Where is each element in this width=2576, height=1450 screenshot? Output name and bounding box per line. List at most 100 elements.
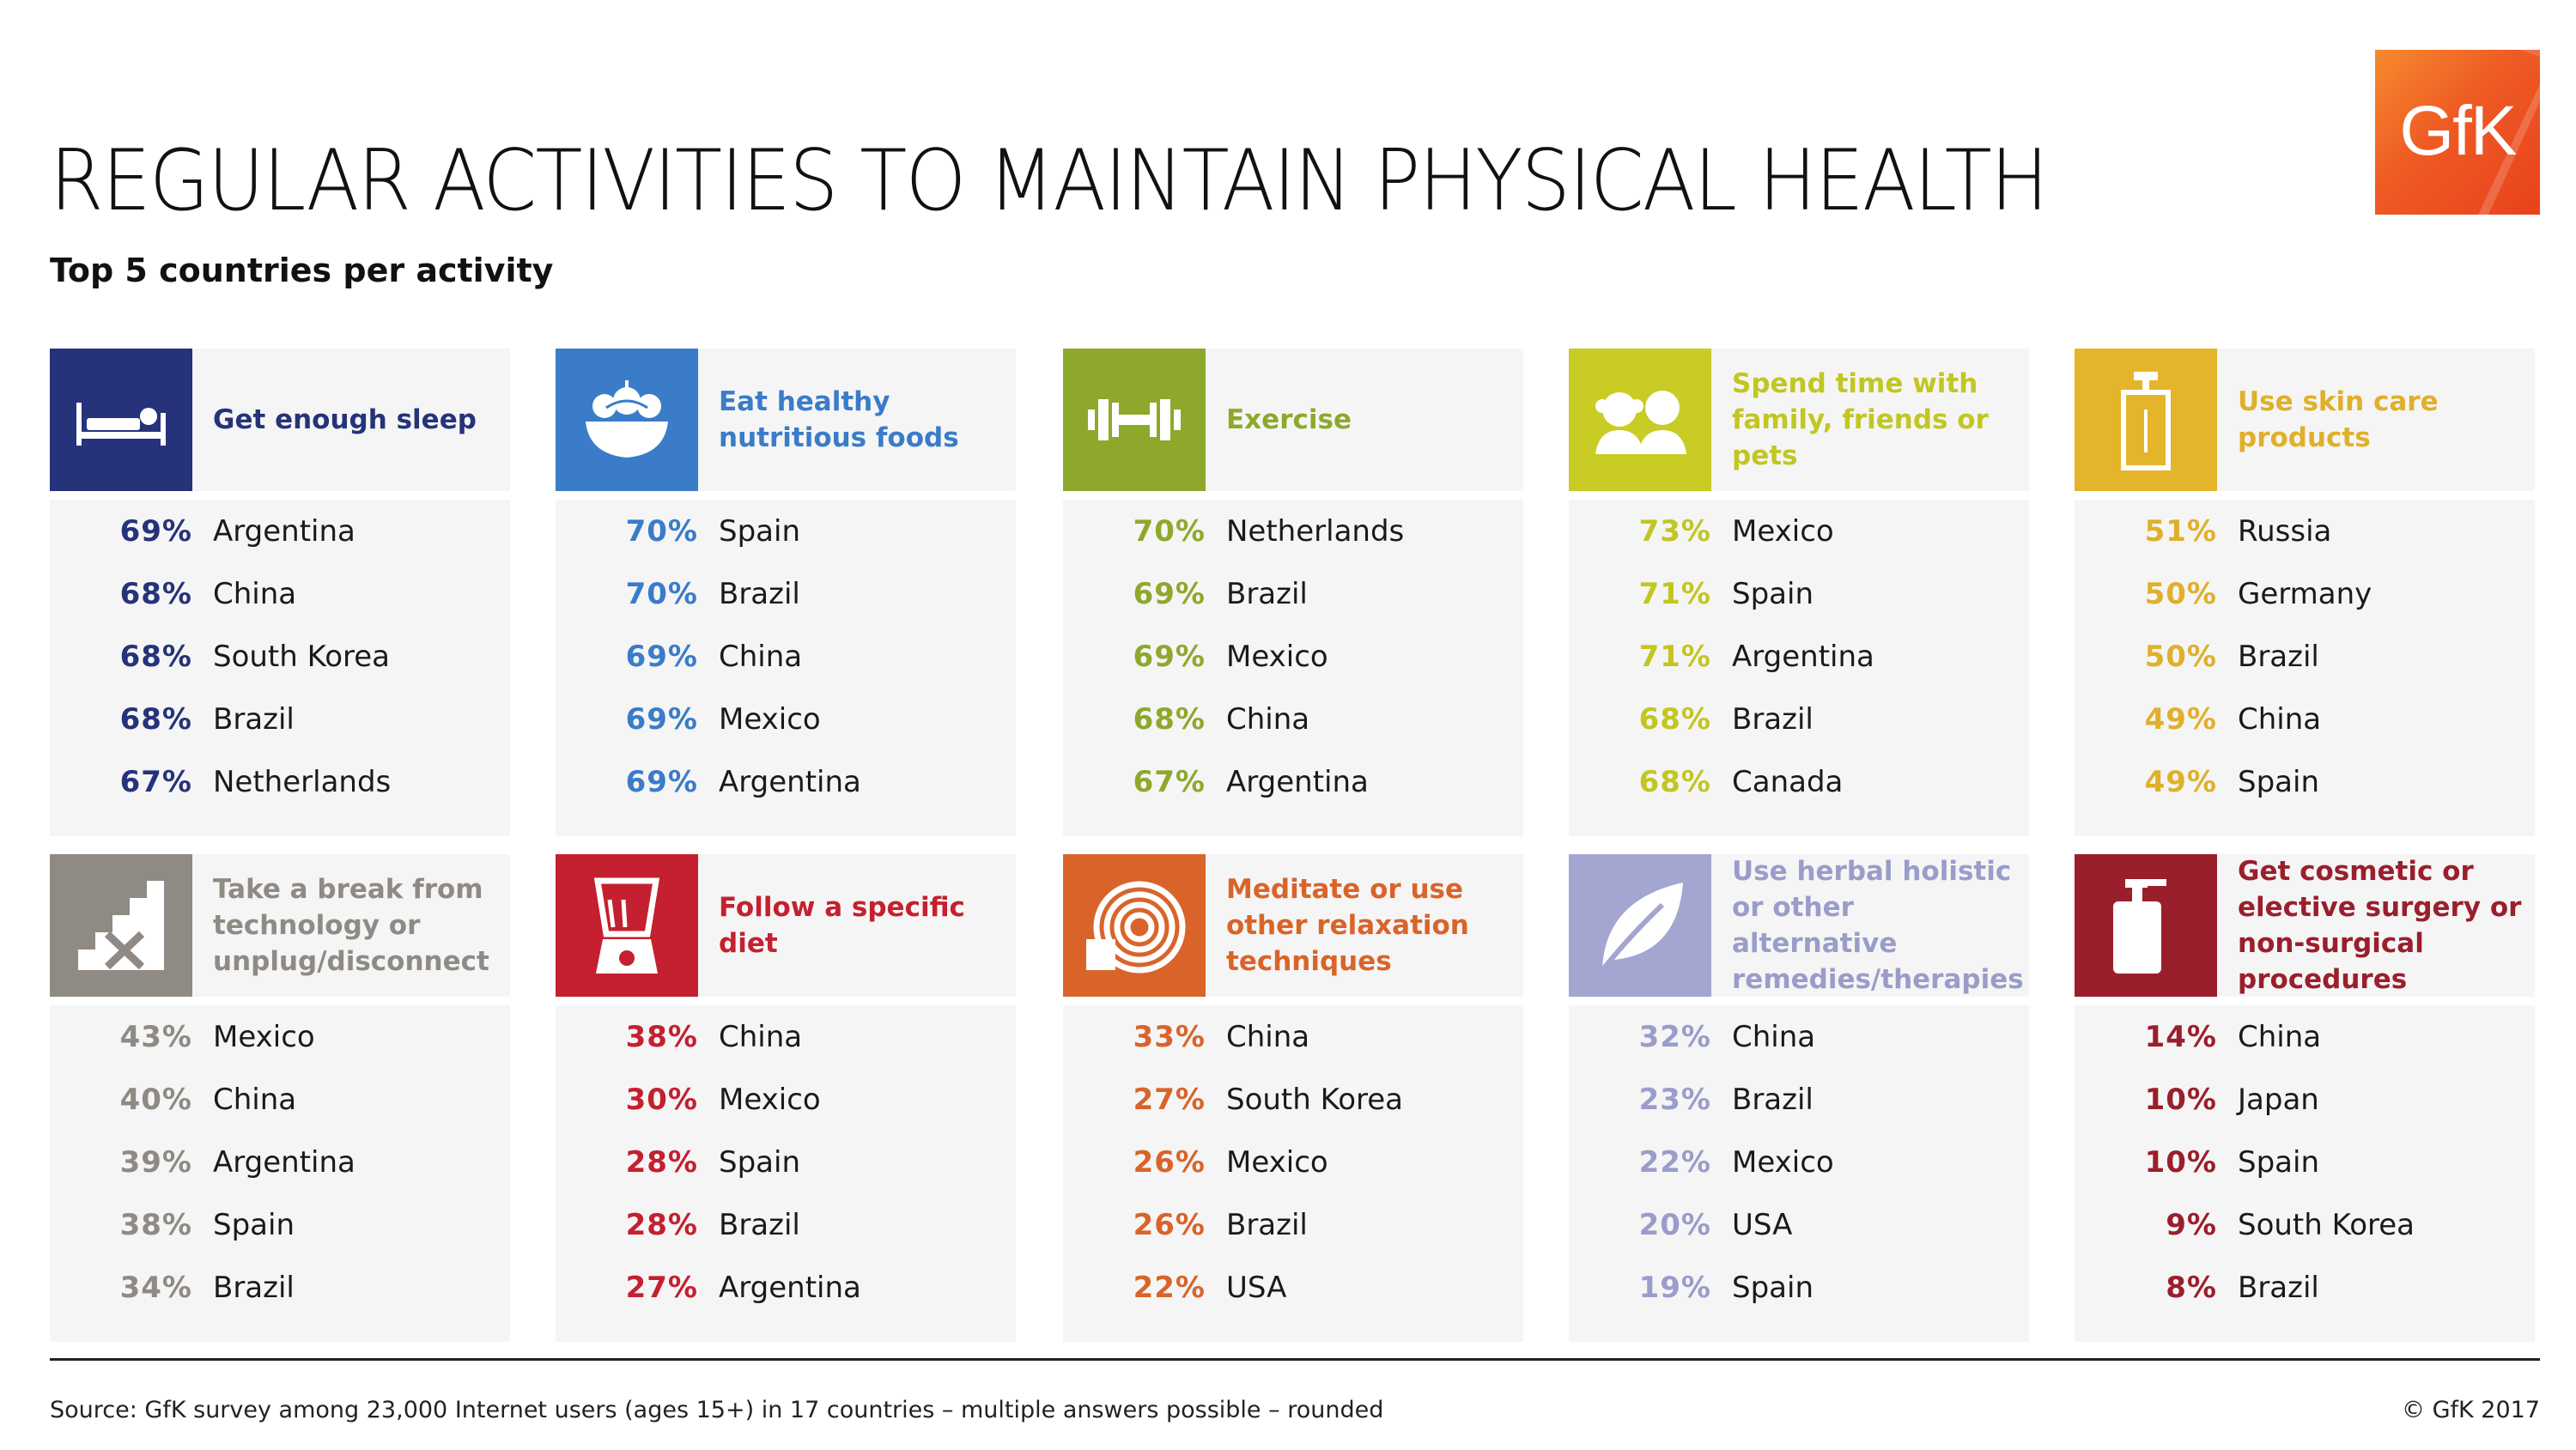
country-name: China [1226,701,1310,737]
country-row: 73% Mexico [1569,500,2029,562]
country-list: 14% China 10% Japan 10% Spain 9% South Korea 8% B… [2075,1005,2535,1319]
activity-panel: Use skin care products 51% Russia 50% German… [2075,349,2535,836]
country-row: 28% Spain [556,1131,1016,1193]
country-row: 38% Spain [50,1193,510,1256]
page-title: REGULAR ACTIVITIES TO MAINTAIN PHYSICAL … [50,132,2049,230]
logo-swoosh [2478,50,2540,215]
country-name: Spain [2238,1144,2319,1180]
country-row: 19% Spain [1569,1256,2029,1319]
activity-label: Meditate or use other relaxation techniq… [1226,874,1469,977]
country-name: South Korea [2238,1207,2415,1242]
percentage-label: 43% [119,1019,192,1054]
activity-label: Take a break from technology or unplug/d… [213,874,489,977]
country-row: 67% Netherlands [50,750,510,813]
country-name: China [213,1082,297,1117]
country-row: 8% Brazil [2075,1256,2535,1319]
dumbbell-icon [1088,399,1181,440]
percentage-label: 49% [2144,764,2217,799]
panel-divider [2075,997,2535,1005]
country-list: 69% Argentina 68% China 68% South Korea 68% Bra… [50,500,510,813]
country-name: Mexico [1732,1144,1834,1180]
activity-icon-tile [2075,854,2217,997]
country-name: China [1226,1019,1310,1054]
activity-label: Spend time with family, friends or pets [1732,368,1989,471]
panel-divider [50,491,510,500]
country-list: 33% China 27% South Korea 26% Mexico 26% Brazil… [1063,1005,1523,1319]
country-name: Brazil [719,1207,800,1242]
country-row: 22% Mexico [1569,1131,2029,1193]
country-name: Brazil [2238,639,2319,674]
percentage-label: 22% [1133,1270,1206,1305]
percentage-label: 68% [119,639,192,674]
country-row: 68% Canada [1569,750,2029,813]
country-name: Spain [2238,764,2319,799]
country-row: 33% China [1063,1005,1523,1068]
percentage-label: 49% [2144,701,2217,737]
country-name: Brazil [2238,1270,2319,1305]
activity-icon-tile [50,349,192,491]
country-name: Japan [2238,1082,2319,1117]
percentage-label: 69% [625,764,698,799]
activity-icon-tile [556,349,698,491]
percentage-label: 68% [1638,764,1711,799]
percentage-label: 8% [2166,1270,2217,1305]
country-name: Mexico [1732,513,1834,549]
country-row: 69% Mexico [556,688,1016,750]
percentage-label: 14% [2144,1019,2217,1054]
country-name: Mexico [719,1082,821,1117]
activity-label: Exercise [1226,404,1352,435]
activity-icon-tile [1063,349,1206,491]
country-name: Russia [2238,513,2332,549]
country-row: 27% Argentina [556,1256,1016,1319]
country-name: Spain [213,1207,295,1242]
activity-panel: Exercise 70% Netherlands 69% Brazil 69% Mexico… [1063,349,1523,836]
percentage-label: 40% [119,1082,192,1117]
activity-icon-tile [2075,349,2217,491]
country-row: 67% Argentina [1063,750,1523,813]
country-name: Mexico [719,701,821,737]
country-row: 43% Mexico [50,1005,510,1068]
percentage-label: 23% [1638,1082,1711,1117]
percentage-label: 30% [625,1082,698,1117]
country-row: 28% Brazil [556,1193,1016,1256]
pump-bottle-icon [2113,879,2166,974]
country-row: 68% Brazil [50,688,510,750]
percentage-label: 27% [625,1270,698,1305]
page-subtitle: Top 5 countries per activity [50,252,554,289]
country-row: 69% Argentina [556,750,1016,813]
gfk-logo: GfK [2375,50,2540,215]
percentage-label: 51% [2144,513,2217,549]
percentage-label: 20% [1638,1207,1711,1242]
country-name: Canada [1732,764,1844,799]
country-name: Argentina [719,764,861,799]
country-row: 70% Brazil [556,562,1016,625]
panel-divider [1063,491,1523,500]
bed-icon [76,403,166,446]
percentage-label: 73% [1638,513,1711,549]
percentage-label: 39% [119,1144,192,1180]
panel-divider [1063,997,1523,1005]
country-name: Brazil [213,701,295,737]
activity-label: Use herbal holistic or other alternative… [1732,856,2024,995]
percentage-label: 33% [1133,1019,1206,1054]
activity-panel: Eat healthy nutritious foods 70% Spain 70% B… [556,349,1016,836]
country-name: Mexico [213,1019,315,1054]
logo-text: GfK [2399,92,2517,170]
percentage-label: 9% [2166,1207,2217,1242]
country-list: 38% China 30% Mexico 28% Spain 28% Brazil 27% Arg… [556,1005,1016,1319]
country-row: 23% Brazil [1569,1068,2029,1131]
country-name: China [2238,701,2322,737]
activity-panel: Use herbal holistic or other alternative… [1569,854,2029,1342]
country-row: 68% Brazil [1569,688,2029,750]
activity-label: Eat healthy nutritious foods [719,386,959,453]
country-name: Spain [1732,576,1814,611]
percentage-label: 69% [625,701,698,737]
country-name: Argentina [213,1144,355,1180]
percentage-label: 28% [625,1207,698,1242]
country-list: 70% Netherlands 69% Brazil 69% Mexico 68% China… [1063,500,1523,813]
country-row: 70% Spain [556,500,1016,562]
percentage-label: 69% [1133,576,1206,611]
country-name: Mexico [1226,639,1328,674]
panel-divider [50,997,510,1005]
percentage-label: 70% [1133,513,1206,549]
